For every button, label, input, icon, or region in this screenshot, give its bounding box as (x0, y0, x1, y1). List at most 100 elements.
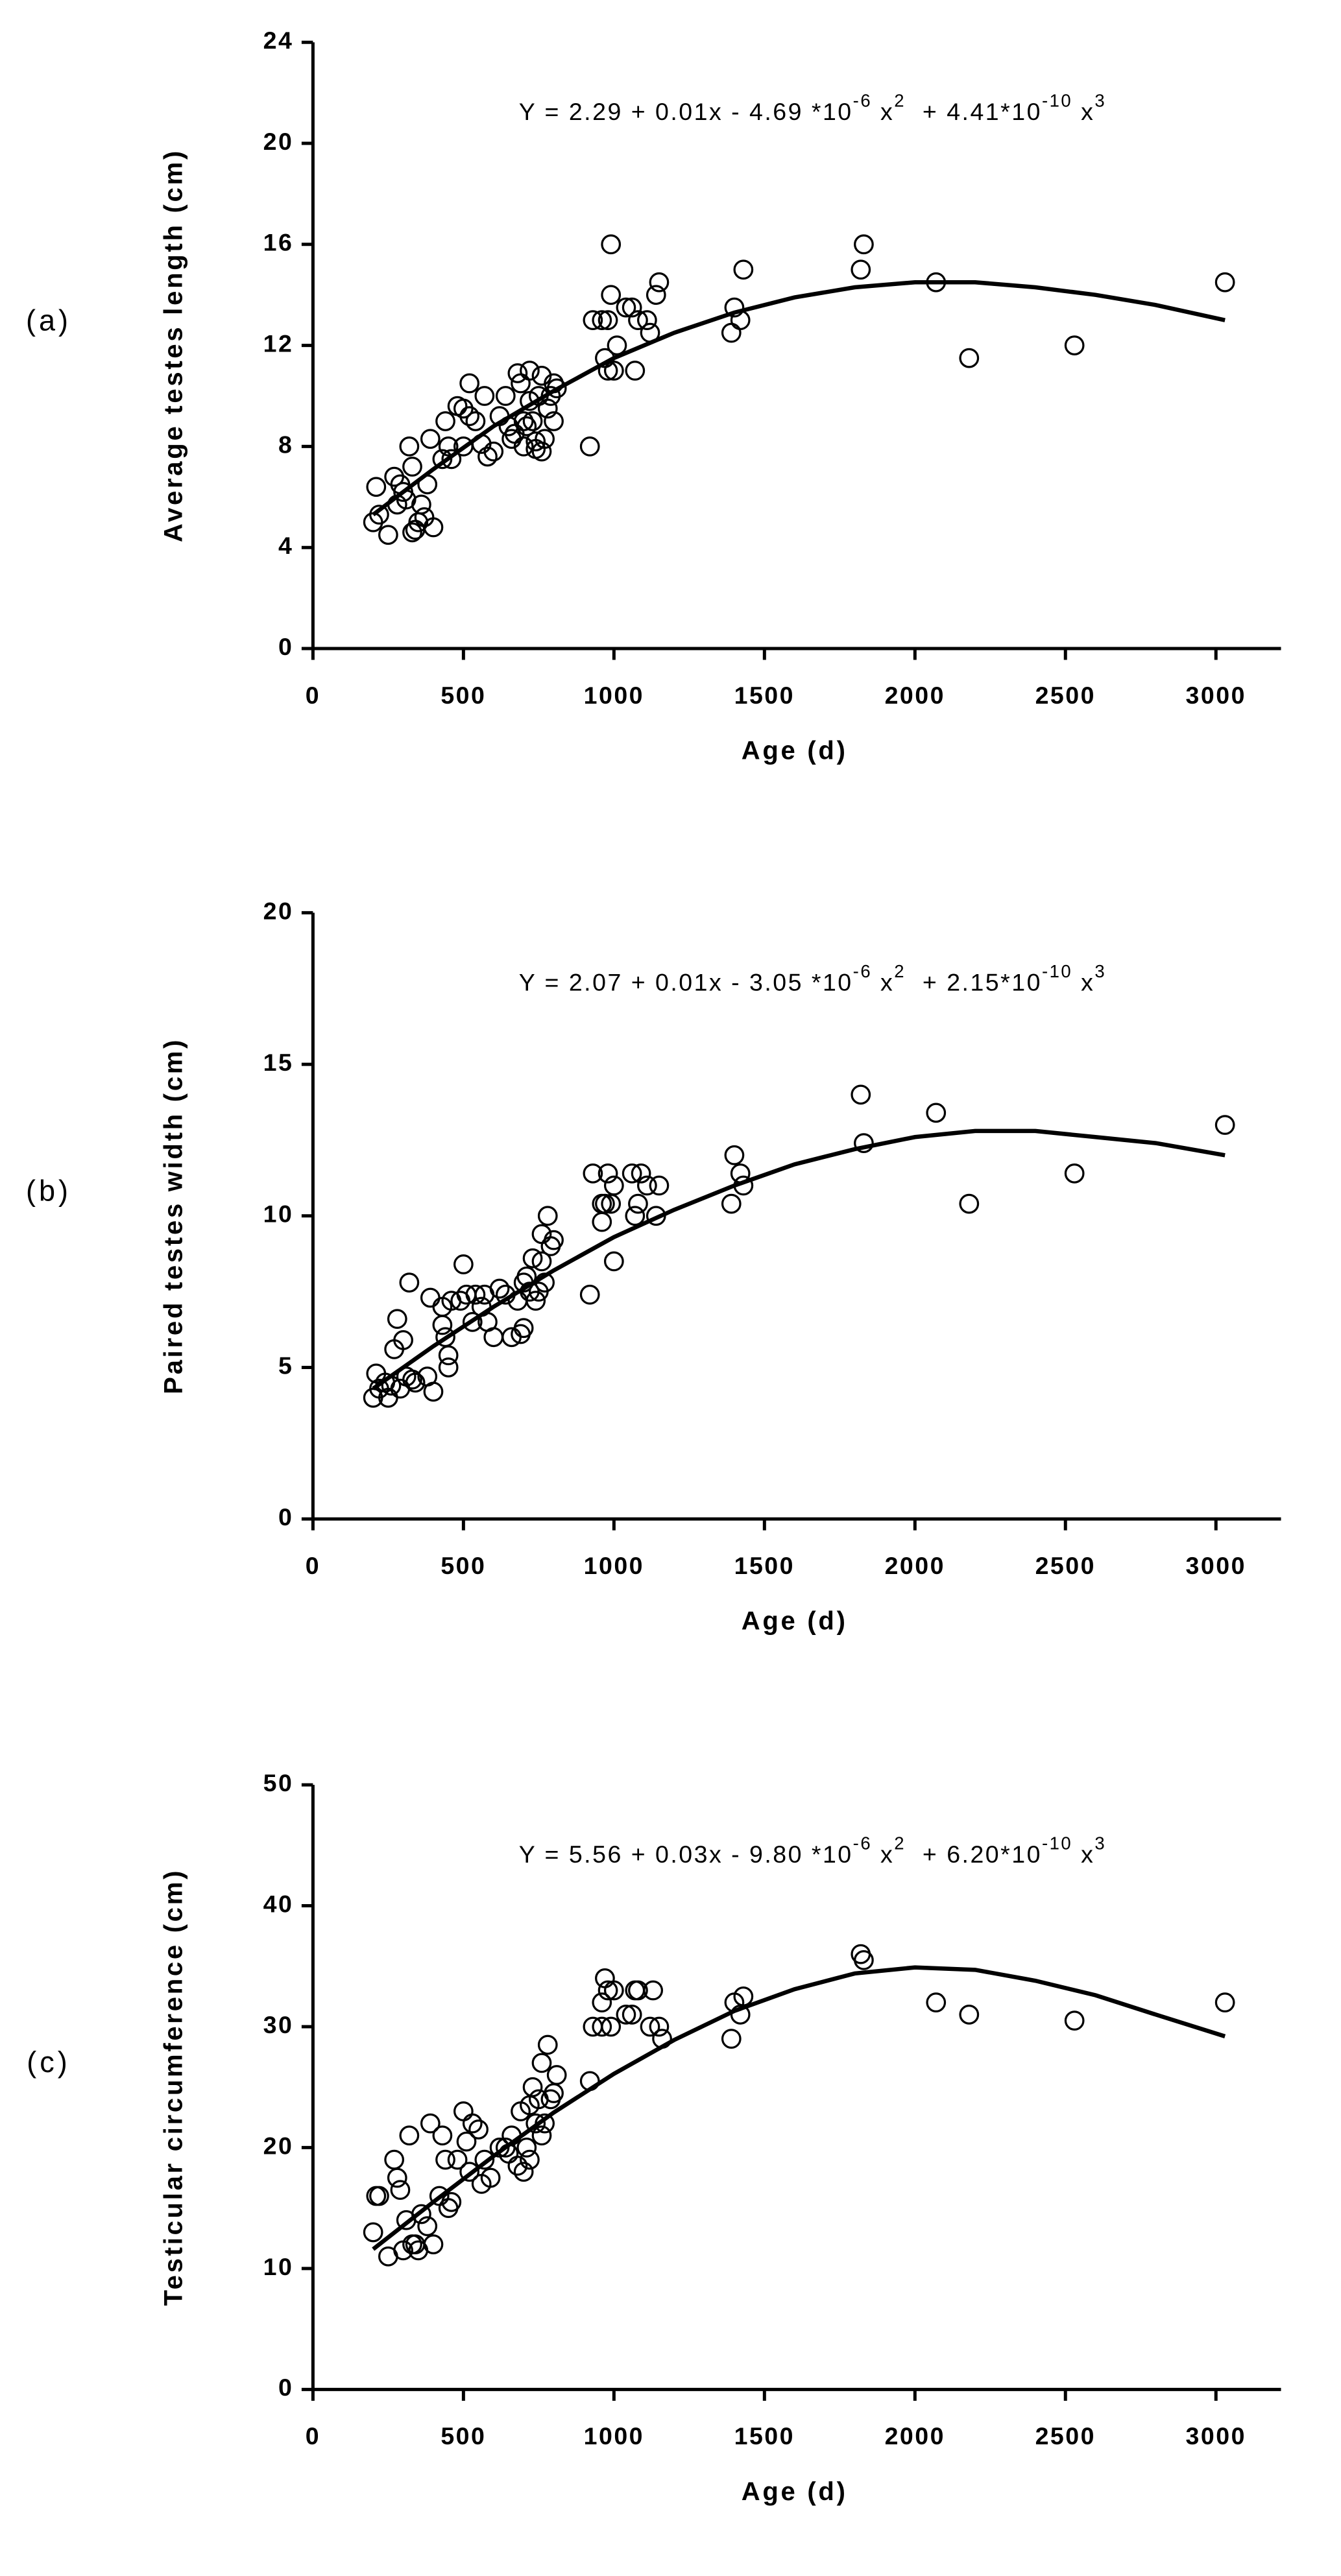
data-point (459, 2162, 480, 2182)
data-point (535, 429, 555, 449)
data-point (616, 2004, 636, 2025)
data-point (432, 2125, 453, 2146)
data-point (441, 2191, 462, 2212)
data-point (926, 272, 947, 292)
data-point (489, 1278, 510, 1299)
data-point (513, 411, 534, 431)
data-point (854, 1950, 874, 1970)
data-point (649, 1175, 670, 1196)
data-point (522, 1248, 543, 1269)
y-tick-label: 10 (263, 1200, 294, 1228)
y-tick-label: 15 (263, 1049, 294, 1076)
superscript: 2 (894, 1833, 906, 1854)
data-point (511, 373, 531, 394)
superscript: -6 (853, 961, 872, 981)
x-tick-label: 3000 (1186, 682, 1246, 709)
data-point (1064, 335, 1085, 355)
data-point (526, 2113, 546, 2134)
data-point (522, 411, 543, 431)
y-tick-label: 8 (278, 431, 293, 458)
data-point (456, 2131, 477, 2152)
equation-text: Y = 2.07 + 0.01x - 3.05 *10 (519, 968, 853, 996)
data-point (959, 1193, 980, 1214)
data-point (363, 2222, 383, 2243)
x-tick-label: 0 (306, 682, 320, 709)
data-point (721, 2029, 742, 2049)
data-point (646, 285, 666, 305)
data-point (513, 2162, 534, 2182)
equation-text: x (1072, 968, 1094, 996)
equation-text: x (1072, 1841, 1094, 1868)
data-point (646, 1206, 666, 1226)
y-tick-label: 30 (263, 2011, 294, 2038)
data-point (598, 1980, 618, 2001)
data-point (405, 1372, 426, 1393)
data-point (435, 2149, 455, 2170)
data-point (402, 457, 422, 477)
data-point (595, 1968, 615, 1988)
data-point (480, 2167, 501, 2188)
data-point (438, 1357, 459, 1377)
equation-text: x (872, 1841, 894, 1868)
equation-text: Y = 5.56 + 0.03x - 9.80 *10 (519, 1841, 853, 1868)
data-point (592, 310, 612, 331)
data-point (535, 1272, 555, 1293)
data-point (441, 449, 462, 470)
data-point (959, 2004, 980, 2025)
y-tick-label: 24 (263, 27, 294, 54)
equation-text: + 2.15*10 (906, 968, 1042, 996)
data-point (483, 1327, 504, 1348)
data-point (631, 1163, 651, 1184)
data-point (387, 1309, 407, 1330)
data-point (603, 1251, 624, 1272)
data-point (851, 1084, 871, 1105)
data-point (546, 378, 567, 399)
data-point (438, 436, 459, 457)
x-tick-label: 2000 (885, 2422, 945, 2450)
data-point (616, 297, 636, 318)
data-point (603, 1980, 624, 2001)
x-tick-label: 500 (441, 1552, 486, 1579)
data-point (516, 2138, 537, 2158)
data-point (537, 1206, 558, 1226)
x-tick-label: 1000 (584, 682, 644, 709)
data-point (598, 361, 618, 381)
data-point (628, 1193, 648, 1214)
x-tick-label: 1000 (584, 1552, 644, 1579)
y-tick-label: 20 (263, 128, 294, 155)
data-point (625, 1206, 646, 1226)
y-tick-label: 20 (263, 897, 294, 924)
data-point (598, 310, 618, 331)
fit-curve (372, 1965, 1226, 2251)
data-point (513, 436, 534, 457)
data-point (730, 310, 751, 331)
data-point (851, 259, 871, 280)
x-tick-label: 2000 (885, 1552, 945, 1579)
y-tick-label: 16 (263, 229, 294, 256)
data-point (544, 411, 564, 431)
data-point (477, 446, 498, 467)
data-point (483, 441, 504, 462)
data-point (721, 1193, 742, 1214)
data-point (501, 2125, 522, 2146)
x-tick-label: 1000 (584, 2422, 644, 2450)
data-point (622, 2004, 642, 2025)
data-point (724, 297, 745, 318)
data-point (1064, 2010, 1085, 2031)
y-axis-label: Average testes length (cm) (159, 149, 187, 542)
data-point (926, 1992, 947, 2013)
panel: 0 5 10 15 20 0 500 1000 1500 2000 2500 3000 Age (d) P… (26, 897, 1281, 1636)
data-point (535, 2113, 555, 2134)
data-point (432, 1315, 453, 1335)
y-axis-label: Paired testes width (cm) (159, 1038, 187, 1394)
data-point (423, 1381, 444, 1402)
data-point (522, 2077, 543, 2097)
data-point (462, 2113, 483, 2134)
data-point (636, 310, 657, 331)
data-point (625, 361, 646, 381)
data-point (459, 373, 480, 394)
data-point (411, 494, 431, 515)
data-point (592, 1211, 612, 1232)
